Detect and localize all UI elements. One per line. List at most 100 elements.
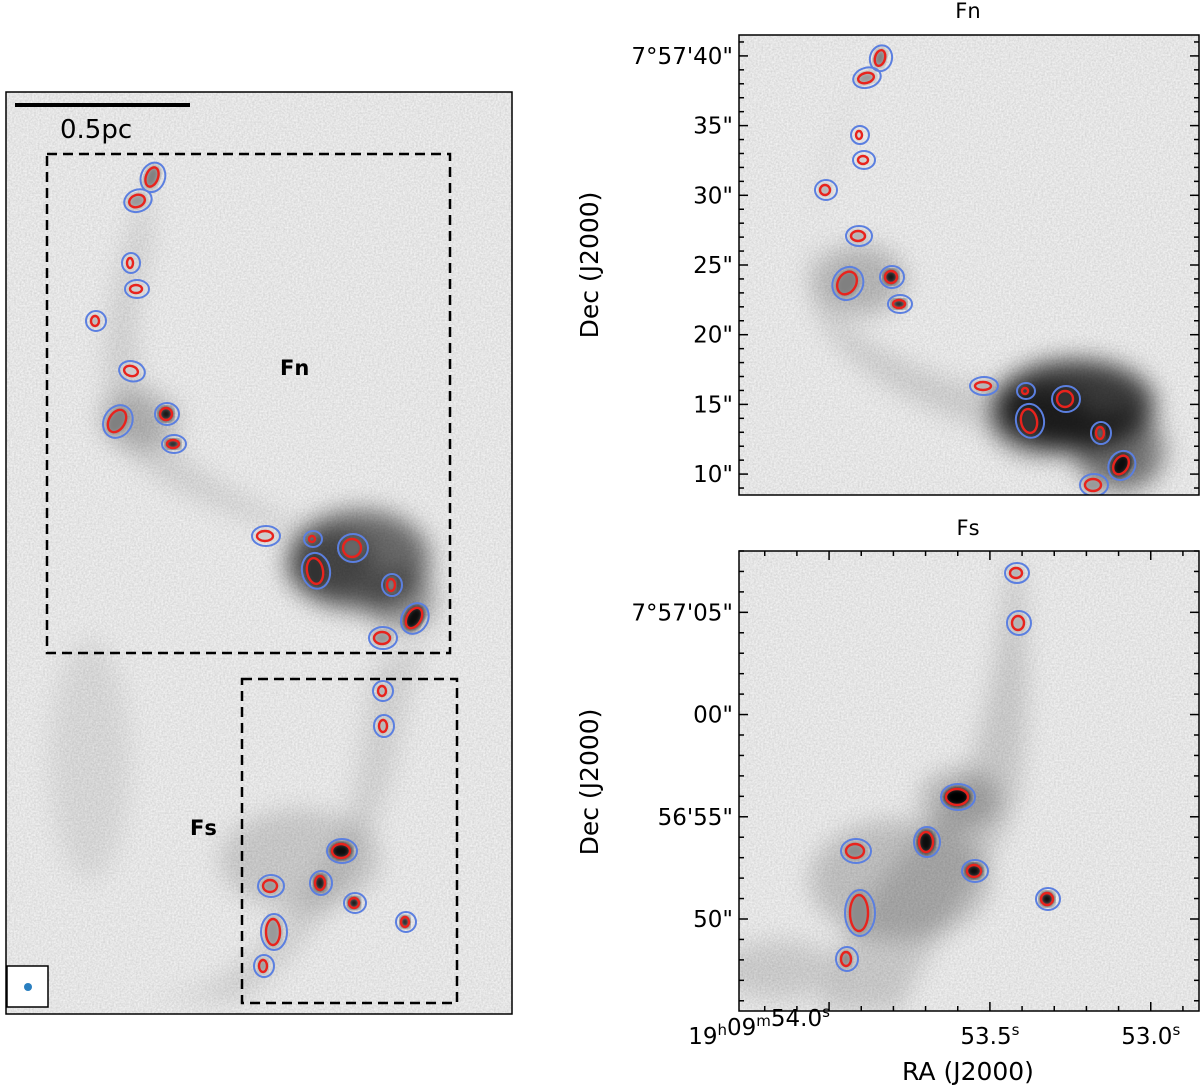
fs-core-emission — [848, 891, 870, 935]
fn-core-13[interactable] — [1013, 402, 1046, 440]
fn-core-outer-contour — [814, 179, 838, 201]
overview-core-2[interactable] — [121, 186, 155, 216]
fs-core-outer-contour — [1035, 887, 1061, 911]
overview-core-14[interactable] — [381, 573, 403, 597]
overview-core-ellipse — [330, 842, 352, 860]
fn-ytick-label: 7°57'40" — [631, 44, 733, 70]
fs-core-ellipse — [1008, 566, 1024, 580]
fs-core-6[interactable] — [961, 859, 989, 883]
overview-core-ellipse — [128, 283, 144, 295]
overview-core-24[interactable] — [260, 913, 288, 951]
fn-core-ellipse — [818, 183, 832, 197]
overview-core-6[interactable] — [117, 358, 147, 384]
overview-core-8[interactable] — [154, 402, 180, 426]
overview-core-ellipse — [377, 718, 389, 734]
overview-core-outer-contour — [102, 404, 134, 439]
overview-core-3[interactable] — [121, 252, 141, 274]
fn-core-outer-contour — [831, 265, 865, 302]
overview-core-12[interactable] — [337, 533, 369, 563]
overview-core-13[interactable] — [299, 551, 333, 591]
fn-core-11[interactable] — [1016, 382, 1036, 400]
overview-core-ellipse — [313, 874, 327, 892]
fs-core-8[interactable] — [844, 889, 876, 937]
fs-core-1[interactable] — [1004, 562, 1030, 584]
fn-core-1[interactable] — [867, 43, 895, 74]
fs-core-4[interactable] — [913, 826, 941, 858]
fn-core-10[interactable] — [969, 376, 999, 396]
fn-core-15[interactable] — [1103, 446, 1141, 485]
fn-core-ellipse — [873, 48, 887, 68]
overview-core-outer-contour — [372, 680, 394, 702]
fn-core-ellipse — [854, 129, 864, 141]
overview-core-9[interactable] — [161, 434, 187, 454]
overview-core-23[interactable] — [395, 911, 417, 933]
fs-core-2[interactable] — [1006, 610, 1032, 636]
fn-core-outer-contour — [1014, 402, 1046, 439]
fn-core-outer-contour — [1090, 421, 1112, 445]
fn-core-6[interactable] — [845, 225, 873, 247]
overview-core-20[interactable] — [309, 870, 333, 896]
overview-core-19[interactable] — [326, 838, 358, 864]
overview-core-outer-contour — [381, 573, 403, 597]
fn-core-2[interactable] — [851, 64, 883, 91]
fs-core-outer-contour — [961, 859, 989, 883]
fn-core-outer-contour — [852, 66, 882, 90]
fn-ytick-label: 10" — [693, 462, 733, 488]
overview-core-ellipse — [89, 314, 101, 328]
fs-xtick-label: 53.5s — [960, 1021, 1019, 1050]
fn-core-5[interactable] — [814, 179, 838, 201]
overview-core-outer-contour — [124, 279, 150, 299]
fs-core-5[interactable] — [840, 838, 872, 864]
fn-core-12[interactable] — [1051, 385, 1081, 413]
overview-core-18[interactable] — [373, 714, 395, 738]
overview-core-outer-contour — [121, 252, 141, 274]
overview-core-ellipse — [122, 364, 140, 378]
overview-core-21[interactable] — [257, 874, 285, 898]
fs-core-7[interactable] — [1035, 887, 1061, 911]
overview-core-outer-contour — [373, 714, 395, 738]
overview-core-4[interactable] — [124, 279, 150, 299]
overview-noise — [6, 92, 512, 1014]
overview-core-7[interactable] — [97, 400, 138, 443]
overview-core-25[interactable] — [253, 954, 275, 978]
fs-core-emission — [943, 787, 971, 807]
fn-core-3[interactable] — [850, 125, 870, 145]
overview-core-outer-contour — [260, 913, 288, 951]
overview-core-15[interactable] — [396, 598, 435, 639]
fn-core-ellipse — [1111, 454, 1131, 476]
fn-core-16[interactable] — [1079, 473, 1109, 496]
overview-core-5[interactable] — [85, 310, 107, 332]
overview-core-outer-contour — [257, 874, 285, 898]
fn-core-7[interactable] — [826, 261, 869, 305]
fn-core-14[interactable] — [1090, 421, 1112, 445]
fn-ytick-label: 25" — [693, 253, 733, 279]
fs-core-ellipse — [965, 863, 983, 879]
overview-core-11[interactable] — [303, 530, 323, 548]
overview-core-10[interactable] — [251, 525, 281, 547]
fn-core-8[interactable] — [879, 265, 905, 289]
fs-core-3[interactable] — [940, 783, 976, 811]
fn-core-9[interactable] — [887, 294, 913, 314]
overview-core-ellipse — [376, 684, 388, 698]
overview-core-outer-contour — [395, 911, 417, 933]
region-box-fs[interactable] — [240, 677, 459, 1005]
fs-ytick-label: 7°57'05" — [631, 600, 733, 626]
fn-core-outer-contour — [1016, 382, 1036, 400]
overview-core-emission — [341, 537, 363, 559]
fn-core-ellipse — [1094, 425, 1106, 441]
fn-core-outer-contour — [879, 265, 905, 289]
region-box-fn[interactable] — [45, 152, 452, 655]
overview-core-ellipse — [165, 438, 181, 450]
fs-core-outer-contour — [940, 783, 976, 811]
fs-core-ellipse — [844, 842, 866, 860]
fs-xtick-label: 19h09m54.0s — [688, 1003, 830, 1050]
overview-core-22[interactable] — [343, 892, 367, 914]
overview-core-outer-contour — [161, 434, 187, 454]
fn-core-4[interactable] — [852, 150, 876, 170]
fn-core-ellipse — [835, 270, 859, 296]
fs-core-9[interactable] — [835, 946, 859, 972]
overview-core-17[interactable] — [372, 680, 394, 702]
overview-core-outer-contour — [400, 602, 430, 635]
overview-core-16[interactable] — [368, 626, 398, 650]
fn-core-ellipse — [1019, 407, 1039, 435]
